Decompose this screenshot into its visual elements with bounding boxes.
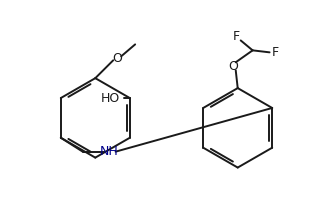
Text: NH: NH (100, 145, 119, 158)
Text: HO: HO (100, 91, 120, 104)
Text: O: O (228, 60, 238, 73)
Text: O: O (112, 52, 122, 65)
Text: F: F (233, 30, 240, 43)
Text: F: F (272, 46, 279, 59)
